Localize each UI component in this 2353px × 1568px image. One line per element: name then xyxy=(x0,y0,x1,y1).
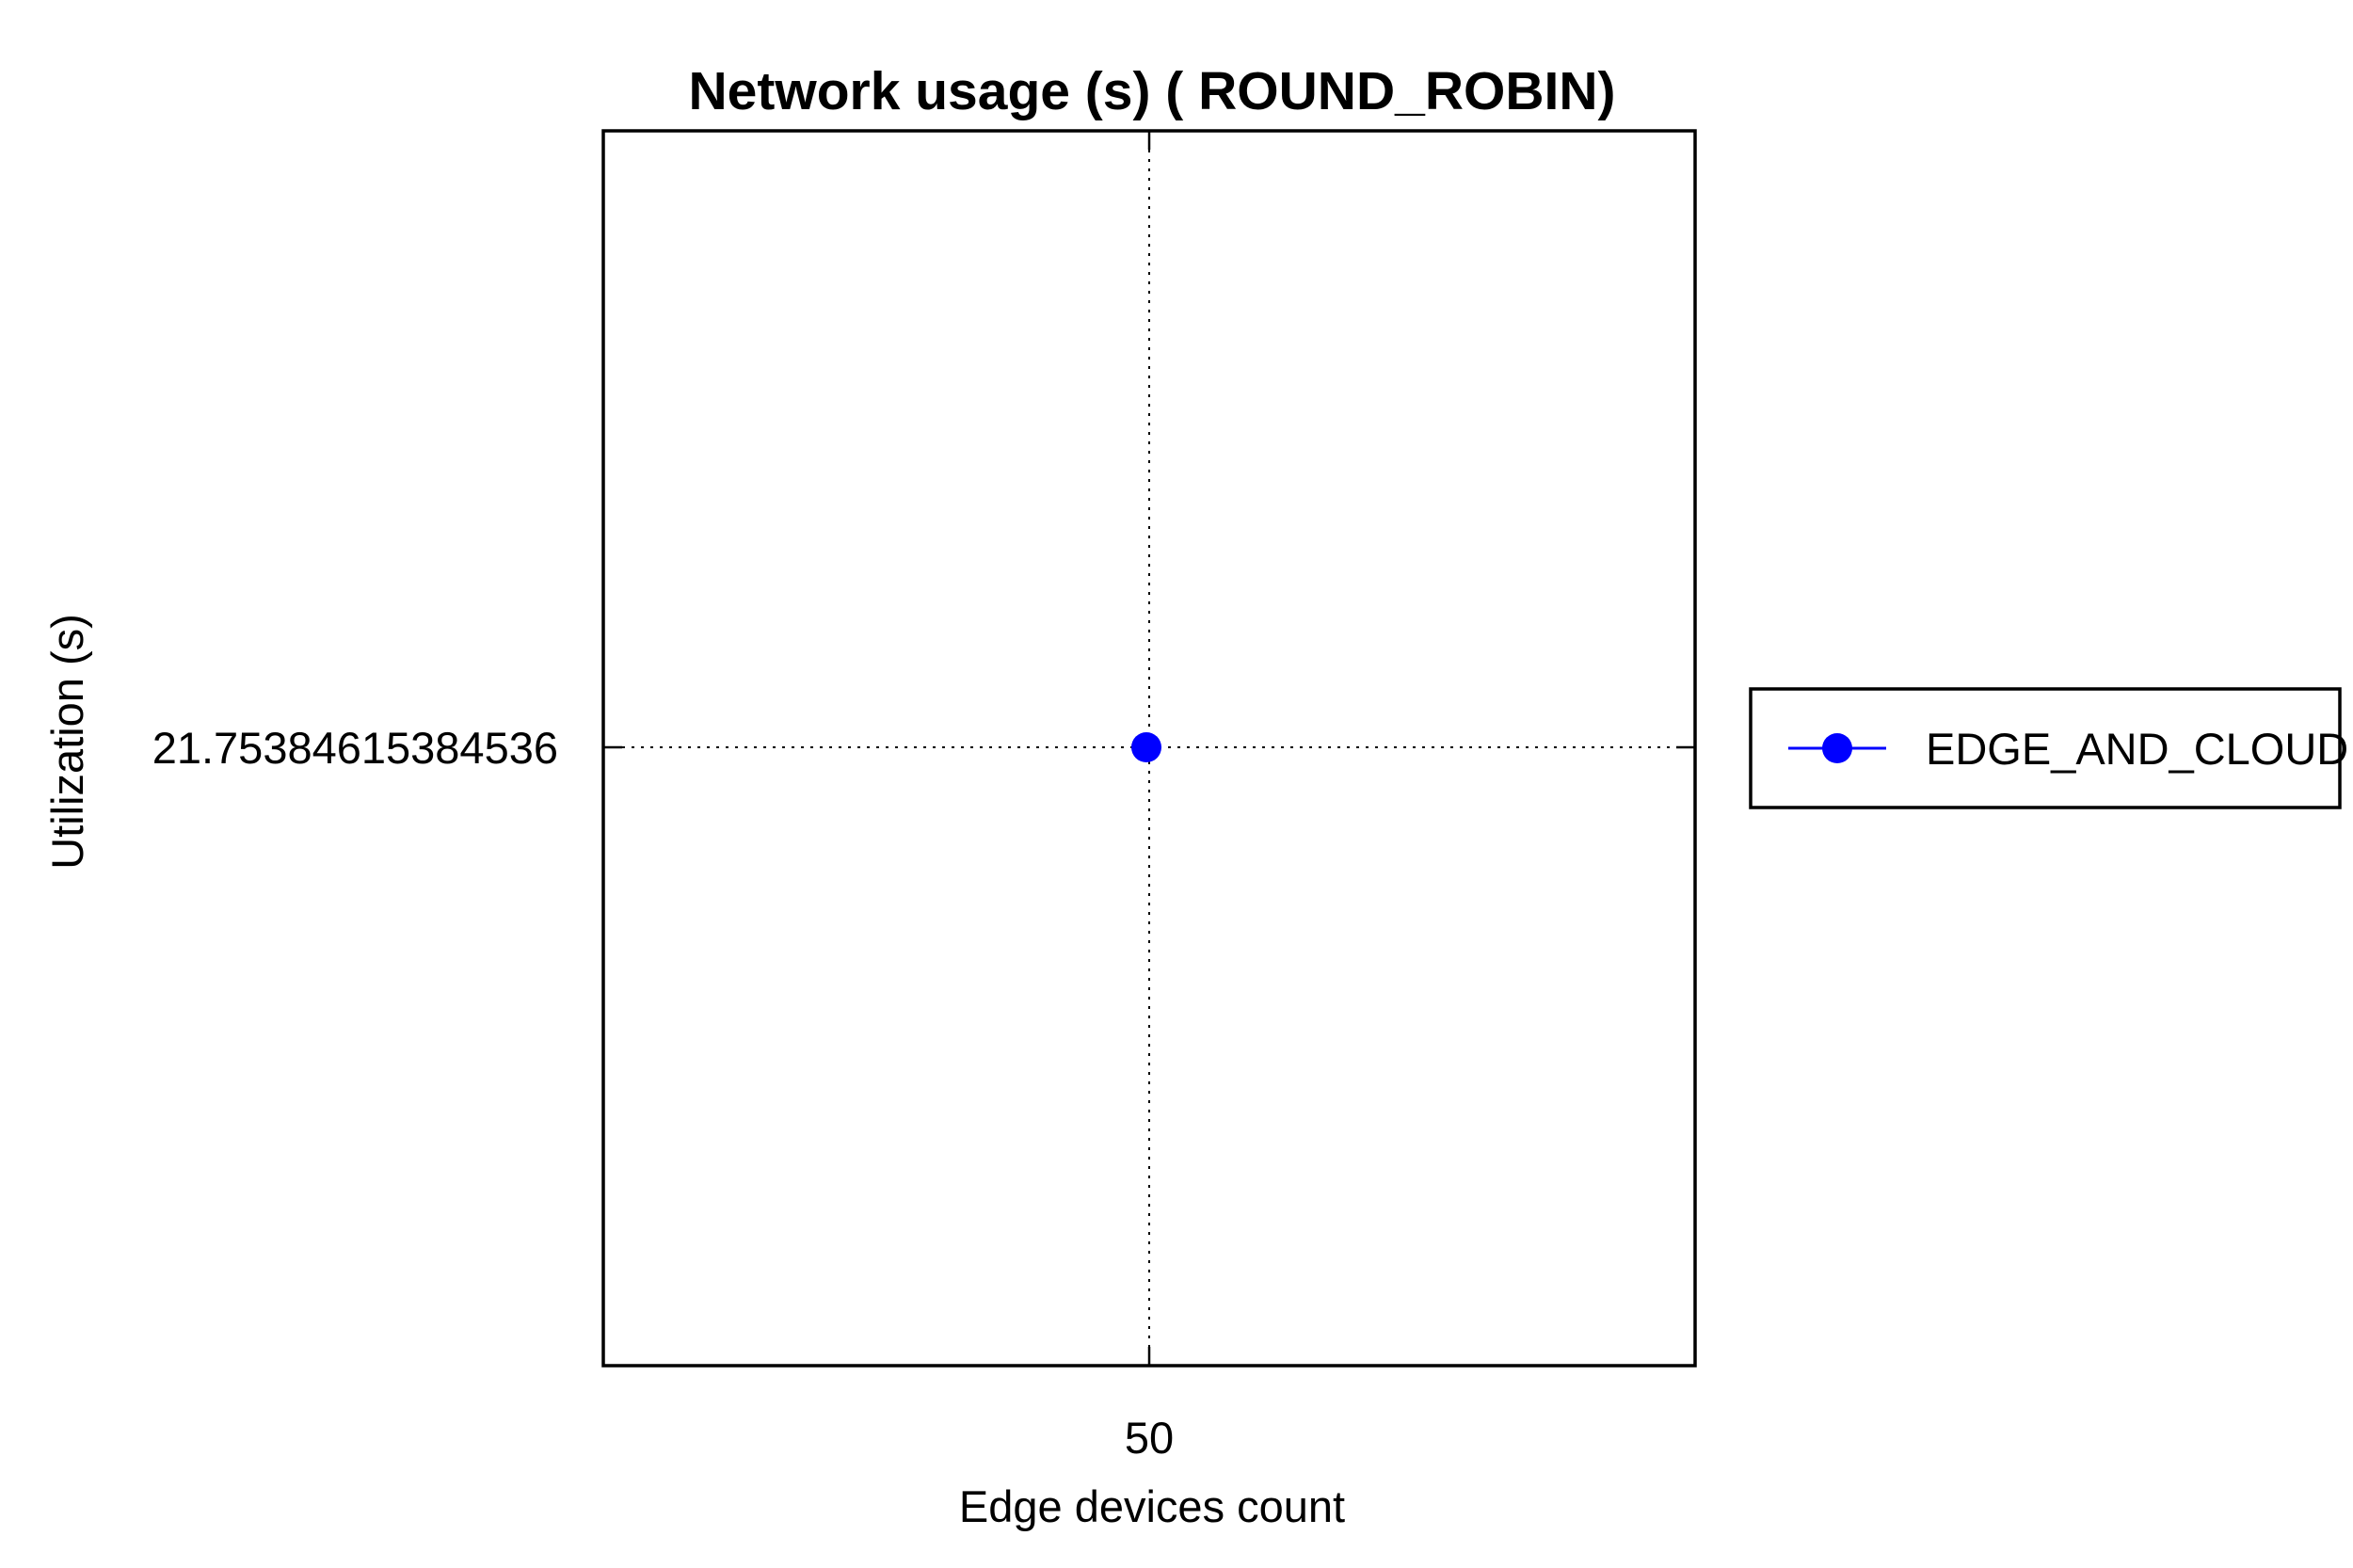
data-point xyxy=(1131,732,1161,762)
legend-label: EDGE_AND_CLOUD xyxy=(1926,724,2348,774)
legend-marker xyxy=(1822,733,1852,763)
x-tick-label: 50 xyxy=(1125,1413,1174,1463)
chart-title: Network usage (s) ( ROUND_ROBIN) xyxy=(689,61,1616,121)
y-axis-label: Utilization (s) xyxy=(42,614,92,870)
ticks xyxy=(603,131,1695,1366)
tick-labels: 50 21.75384615384536 xyxy=(152,723,1174,1463)
y-tick-label: 21.75384615384536 xyxy=(152,723,558,773)
series-layer xyxy=(1131,732,1161,762)
x-axis-label: Edge devices count xyxy=(959,1481,1345,1531)
legend: EDGE_AND_CLOUD xyxy=(1749,687,2348,809)
